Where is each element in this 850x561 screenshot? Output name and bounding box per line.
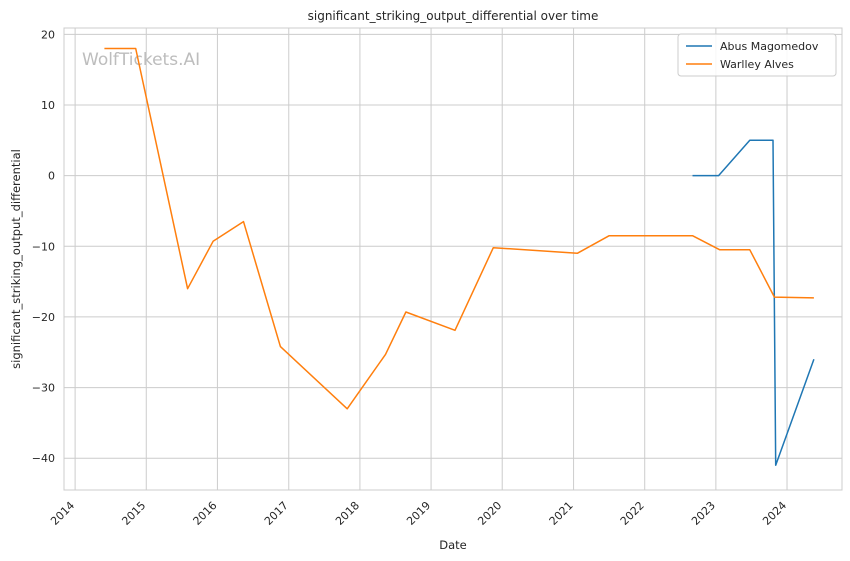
x-tick-label: 2017: [262, 499, 291, 528]
x-tick-label: 2015: [119, 499, 148, 528]
x-tick-label: 2020: [475, 499, 504, 528]
legend-label: Warlley Alves: [720, 58, 794, 71]
legend-label: Abus Magomedov: [720, 40, 819, 53]
series-line-1: [104, 47, 814, 410]
x-tick-label: 2018: [333, 499, 362, 528]
x-tick-label: 2024: [760, 499, 789, 528]
x-tick-label: 2021: [547, 499, 576, 528]
y-gridlines: [64, 33, 842, 459]
x-tick-label: 2014: [48, 499, 77, 528]
chart-title: significant_striking_output_differential…: [308, 9, 599, 23]
x-gridlines: [74, 28, 788, 490]
y-tick-label: 0: [48, 170, 55, 183]
legend-box: [677, 33, 837, 77]
watermark-text: WolfTickets.AI: [82, 50, 200, 70]
y-axis-title: significant_striking_output_differential: [9, 149, 23, 369]
y-tick-label: −30: [32, 382, 55, 395]
x-tick-label: 2016: [191, 499, 220, 528]
y-tick-label: −10: [32, 240, 55, 253]
y-tick-label: −40: [32, 452, 55, 465]
series-layer: [104, 47, 815, 467]
x-tick-label: 2023: [689, 499, 718, 528]
plot-area: WolfTickets.AI: [63, 27, 843, 491]
legend: Abus Magomedov Warlley Alves: [677, 33, 837, 77]
y-tick-label: 10: [41, 99, 55, 112]
y-tick-label: −20: [32, 311, 55, 324]
x-tick-labels: 2014 2015 2016 2017 2018 2019 2020 2021 2022 2023…: [48, 499, 789, 528]
plot-frame: [63, 27, 843, 491]
x-tick-label: 2019: [404, 499, 433, 528]
y-tick-labels: 20 10 0 −10 −20 −30 −40: [32, 28, 55, 465]
series-line-0: [692, 139, 815, 467]
x-axis-title: Date: [439, 538, 467, 552]
x-tick-label: 2022: [618, 499, 647, 528]
y-tick-label: 20: [41, 28, 55, 41]
